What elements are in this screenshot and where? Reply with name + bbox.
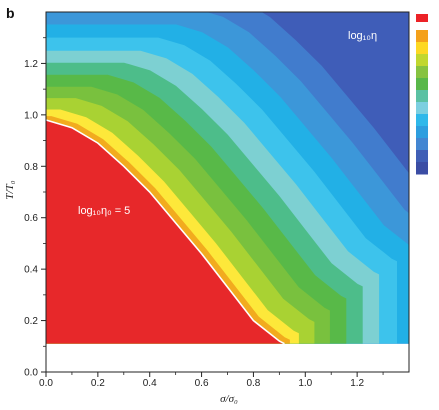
x-axis-title: σ/σ₀ [220, 393, 238, 405]
y-axis: 0.0 0.2 0.4 0.6 0.8 1.0 1.2 [24, 37, 46, 379]
y-tick-label: 1.0 [24, 110, 38, 121]
colorbar-swatch [416, 14, 428, 22]
y-tick-label: 0.0 [24, 368, 38, 379]
panel-label: b [6, 5, 15, 21]
yield-boundary-line [45, 119, 285, 345]
plot-area [45, 11, 410, 373]
colorbar-swatch [416, 66, 428, 79]
red-region-annotation: log₁₀η₀ = 5 [78, 205, 130, 217]
heatmap-bands [46, 12, 409, 344]
y-tick-label: 1.2 [24, 59, 38, 70]
x-tick-label: 1.2 [350, 378, 364, 389]
x-axis: 0.0 0.2 0.4 0.6 0.8 1.0 1.2 [39, 372, 384, 389]
x-tick-label: 1.0 [298, 378, 312, 389]
y-tick-label: 0.4 [24, 265, 38, 276]
x-tick-label: 0.8 [246, 378, 260, 389]
x-tick-label: 0.6 [195, 378, 209, 389]
y-axis-title: T/T₀ [4, 180, 16, 199]
colorbar-swatch [416, 114, 428, 127]
colorbar-swatch [416, 42, 428, 55]
colorbar-swatch [416, 126, 428, 139]
colorbar-swatch [416, 78, 428, 91]
x-tick-label: 0.4 [143, 378, 157, 389]
colorbar-swatch [416, 90, 428, 103]
colorbar [416, 14, 428, 175]
colorbar-swatch [416, 150, 428, 163]
y-tick-label: 0.8 [24, 162, 38, 173]
x-tick-label: 0.0 [39, 378, 53, 389]
y-tick-label: 0.2 [24, 316, 38, 327]
colorbar-swatch [416, 30, 428, 43]
colorbar-swatch [416, 138, 428, 151]
colorbar-swatch [416, 162, 428, 175]
x-tick-label: 0.2 [91, 378, 105, 389]
colorbar-swatch [416, 102, 428, 115]
band-level-0 [46, 120, 285, 344]
y-tick-label: 0.6 [24, 213, 38, 224]
colorbar-title: log₁₀η [348, 30, 377, 42]
colorbar-swatch [416, 54, 428, 67]
